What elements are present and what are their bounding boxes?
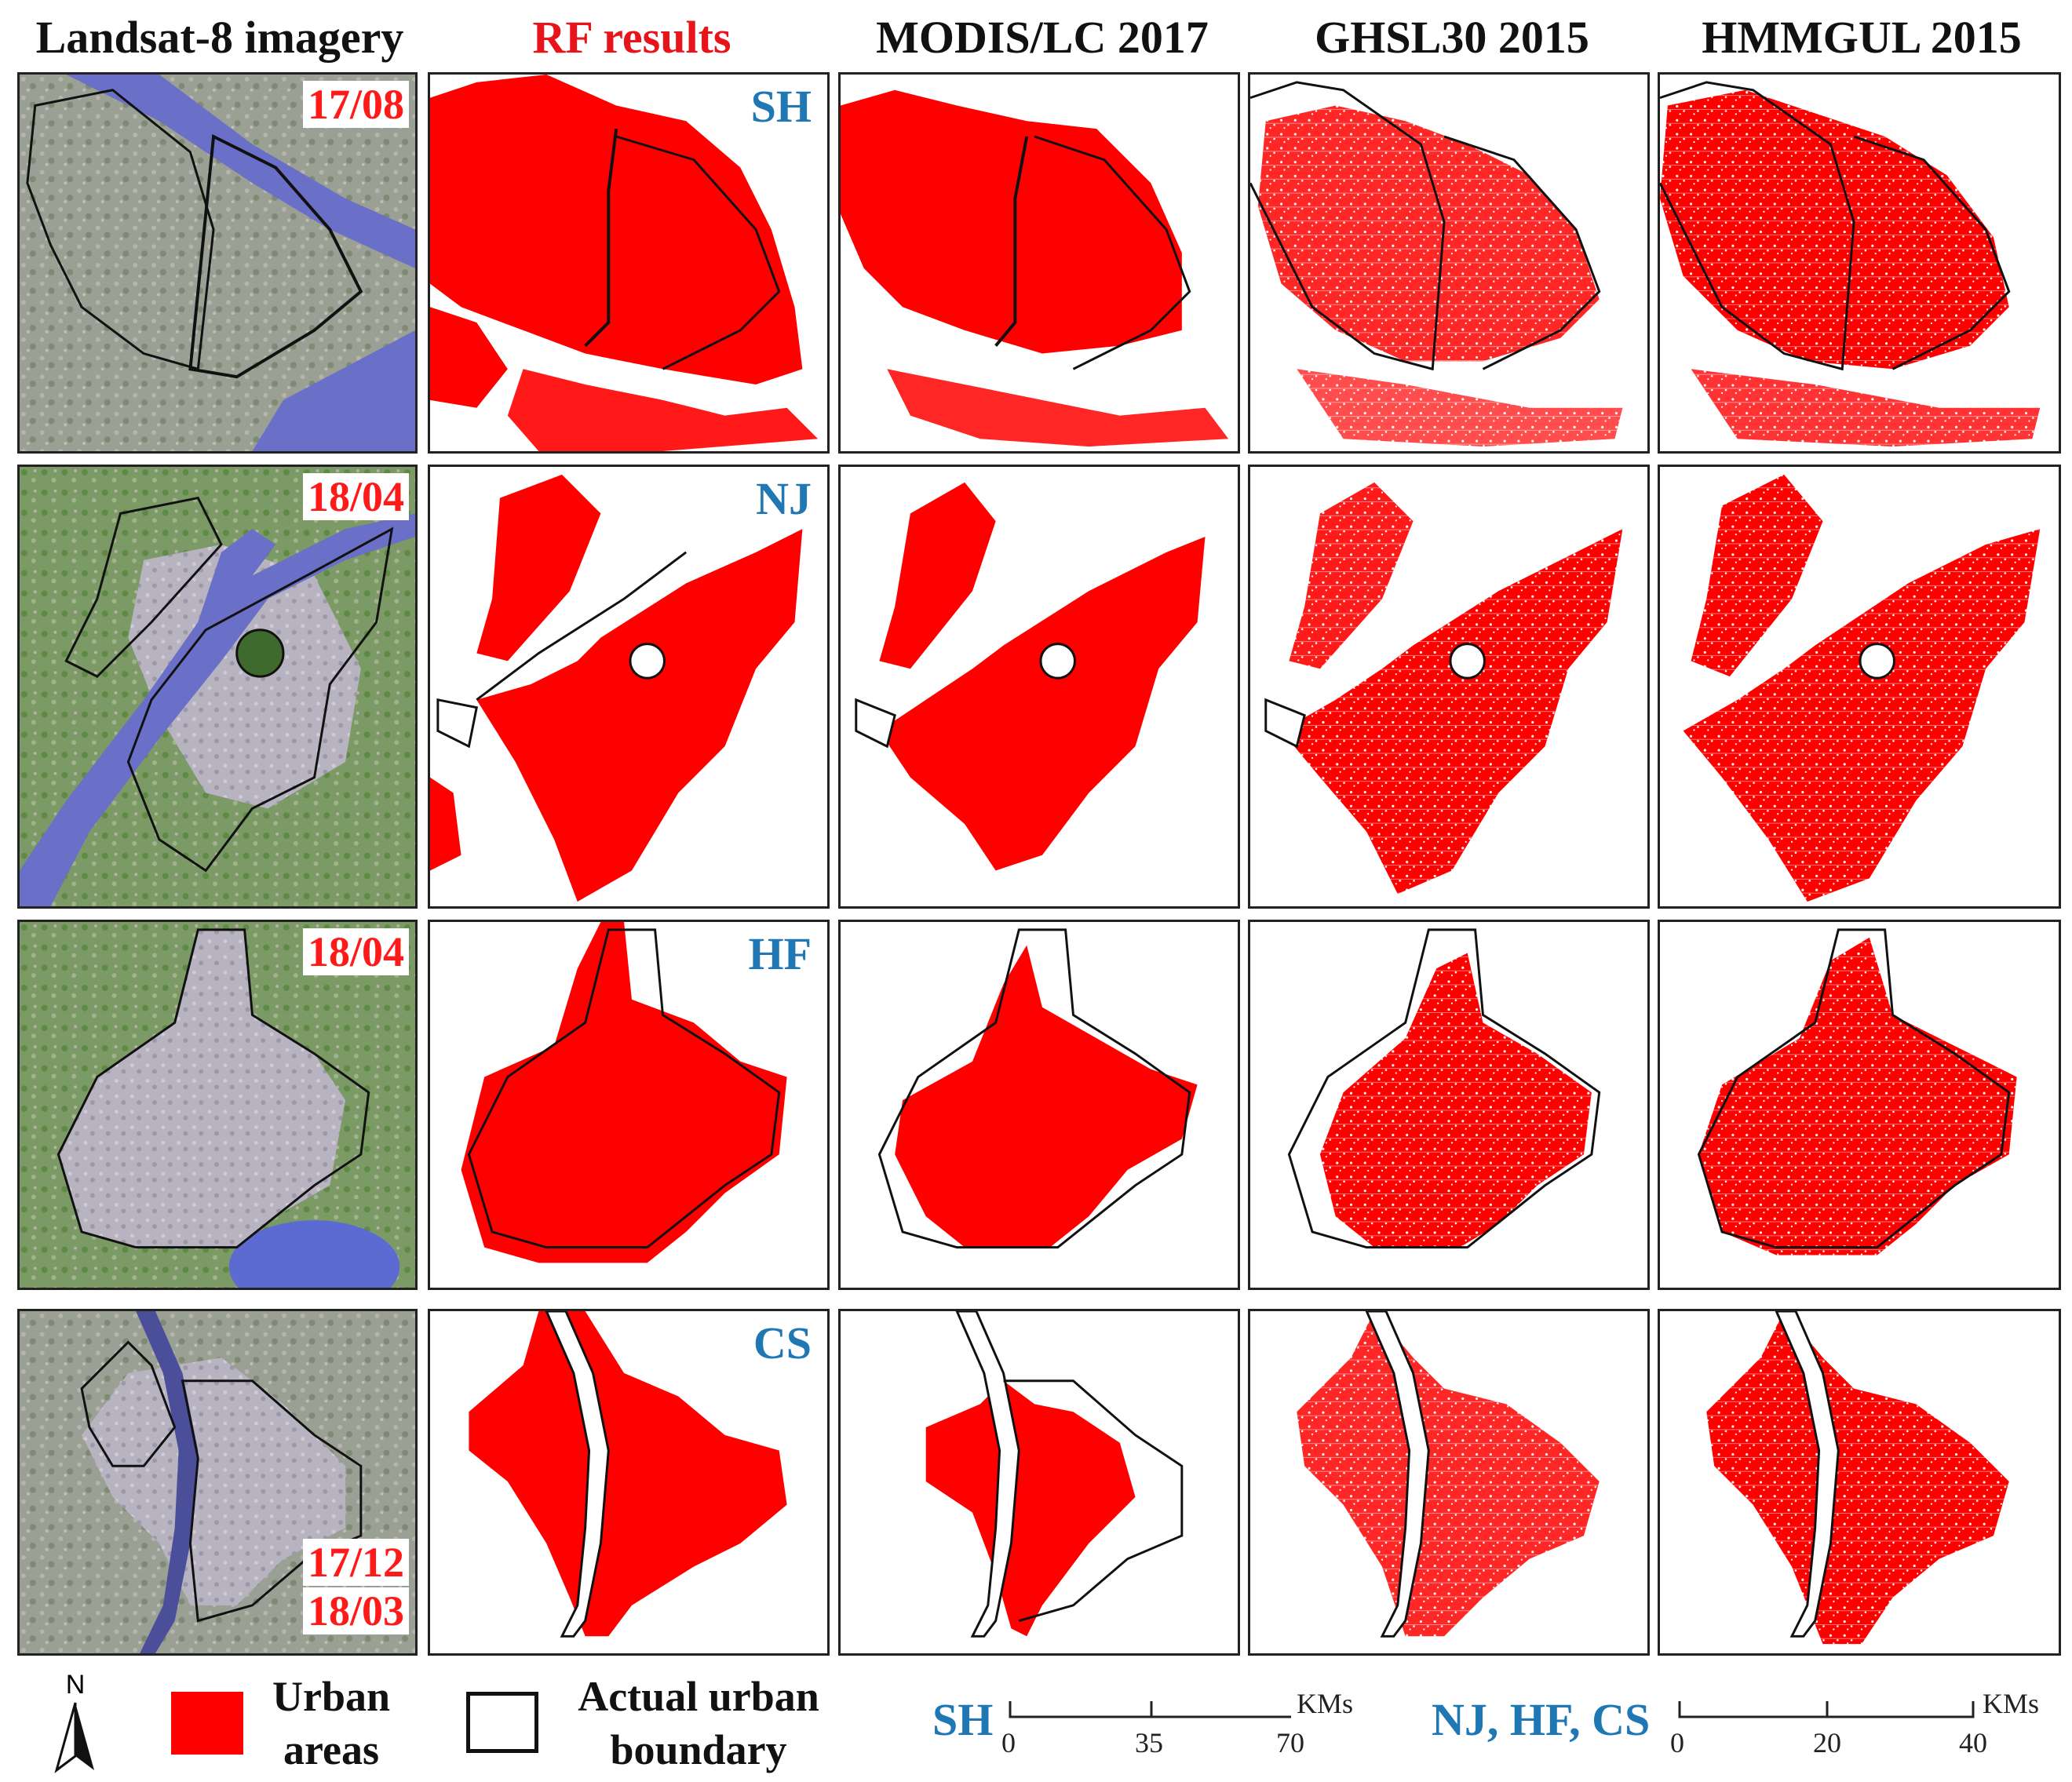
panel-nj-landsat: 18/04: [17, 465, 418, 909]
city-label: HF: [748, 928, 812, 979]
column-header-hmmgul: HMMGUL 2015: [1702, 12, 2022, 63]
panel-hf-rf: HF: [428, 920, 830, 1290]
urban-map-sh-ghsl: [1250, 75, 1647, 451]
legend-boundary-swatch: [466, 1692, 538, 1753]
urban-map-nj-ghsl: [1250, 467, 1647, 906]
legend-urban-swatch: [171, 1692, 243, 1755]
scale-tick: 40: [1959, 1727, 1987, 1758]
panel-cs-landsat: 17/12 18/03: [17, 1309, 418, 1656]
scale-tick: 35: [1135, 1727, 1163, 1758]
panel-sh-modis: [838, 72, 1240, 454]
panel-hf-ghsl: [1248, 920, 1650, 1290]
north-label: N: [65, 1670, 86, 1700]
panel-sh-rf: SH: [428, 72, 830, 454]
column-header-ghsl: GHSL30 2015: [1315, 12, 1589, 63]
panel-hf-hmmgul: [1658, 920, 2061, 1290]
urban-map-nj-hmmgul: [1660, 467, 2059, 906]
satellite-image-hf: [20, 922, 415, 1288]
urban-map-sh-modis: [841, 75, 1238, 451]
urban-map-sh-rf: [430, 75, 827, 451]
scale-label-sh: SH: [932, 1694, 994, 1745]
urban-map-cs-hmmgul: [1660, 1311, 2059, 1653]
urban-map-nj-rf: [430, 467, 827, 906]
scale-label-other: NJ, HF, CS: [1432, 1694, 1651, 1745]
panel-cs-rf: CS: [428, 1309, 830, 1656]
panel-hf-landsat: 18/04: [17, 920, 418, 1290]
urban-map-cs-ghsl: [1250, 1311, 1647, 1653]
panel-nj-ghsl: [1248, 465, 1650, 909]
panel-nj-hmmgul: [1658, 465, 2061, 909]
column-header-rf: RF results: [532, 12, 731, 63]
urban-map-hf-ghsl: [1250, 922, 1647, 1288]
legend-urban-label: Urban areas: [272, 1673, 391, 1773]
urban-map-cs-modis: [841, 1311, 1238, 1653]
column-header-modis: MODIS/LC 2017: [876, 12, 1209, 63]
city-label: CS: [753, 1317, 812, 1368]
north-arrow-icon: [54, 1702, 94, 1773]
panel-nj-rf: NJ: [428, 465, 830, 909]
scale-tick: 20: [1813, 1727, 1841, 1758]
scale-unit: KMs: [1297, 1688, 1354, 1719]
panel-cs-hmmgul: [1658, 1309, 2061, 1656]
scale-bar-other: [1678, 1701, 1975, 1718]
satellite-image-cs: [20, 1311, 415, 1653]
north-arrow: N: [52, 1670, 99, 1773]
urban-map-sh-hmmgul: [1660, 75, 2059, 451]
panel-nj-modis: [838, 465, 1240, 909]
date-label: 17/08: [302, 81, 409, 128]
date-label: 18/04: [302, 928, 409, 975]
scale-tick: 70: [1276, 1727, 1304, 1758]
panel-sh-landsat: 17/08: [17, 72, 418, 454]
urban-map-hf-hmmgul: [1660, 922, 2059, 1288]
scale-tick: 0: [1670, 1727, 1684, 1758]
city-label: NJ: [756, 473, 812, 524]
satellite-image-sh: [20, 75, 415, 451]
date-label: 18/03: [302, 1587, 409, 1634]
date-label: 18/04: [302, 473, 409, 520]
scale-bar-sh: [1009, 1701, 1291, 1718]
urban-map-hf-rf: [430, 922, 827, 1288]
panel-sh-hmmgul: [1658, 72, 2061, 454]
urban-map-nj-modis: [841, 467, 1238, 906]
urban-map-cs-rf: [430, 1311, 827, 1653]
date-label: 17/12: [302, 1539, 409, 1586]
satellite-image-nj: [20, 467, 415, 906]
legend-boundary-label: Actual urban boundary: [578, 1673, 819, 1773]
urban-map-hf-modis: [841, 922, 1238, 1288]
panel-cs-modis: [838, 1309, 1240, 1656]
panel-sh-ghsl: [1248, 72, 1650, 454]
panel-hf-modis: [838, 920, 1240, 1290]
panel-cs-ghsl: [1248, 1309, 1650, 1656]
city-label: SH: [750, 81, 812, 132]
column-header-landsat: Landsat-8 imagery: [35, 12, 404, 63]
scale-unit: KMs: [1983, 1688, 2040, 1719]
scale-tick: 0: [1001, 1727, 1016, 1758]
